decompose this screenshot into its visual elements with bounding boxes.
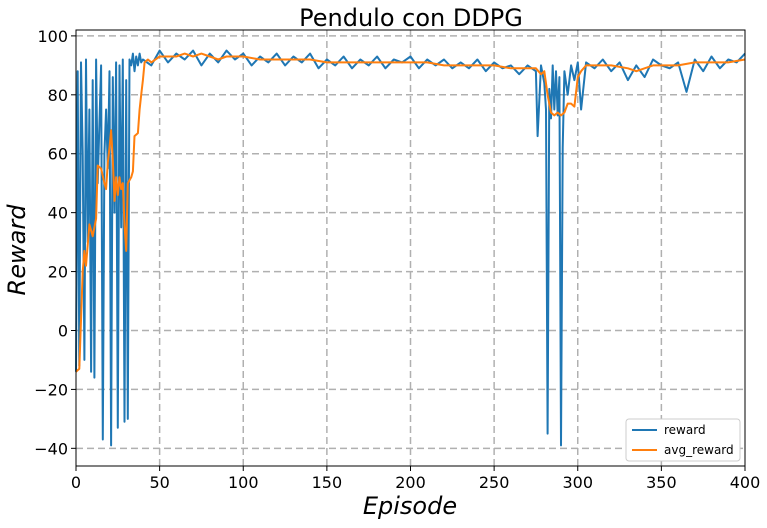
series-layer [75,49,746,447]
legend: reward avg_reward [625,418,741,462]
y-tick-label: 60 [48,145,68,164]
y-tick-label: 20 [48,263,68,282]
legend-label-reward: reward [664,423,706,437]
x-tick-label: 400 [730,473,761,492]
legend-label-avg-reward: avg_reward [664,443,734,457]
x-axis-ticks: 0 50 100 150 200 250 300 350 400 [71,466,760,492]
y-axis-label: Reward [3,204,31,296]
grid-lines [76,30,745,466]
x-tick-label: 300 [562,473,593,492]
x-tick-label: 200 [395,473,426,492]
y-tick-label: 100 [37,27,68,46]
y-tick-label: −40 [34,439,68,458]
y-tick-label: 80 [48,86,68,105]
series-line-avg-reward [75,52,746,373]
y-tick-label: 40 [48,204,68,223]
x-tick-label: 100 [228,473,259,492]
x-tick-label: 350 [646,473,677,492]
y-tick-label: −20 [34,380,68,399]
x-tick-label: 0 [71,473,81,492]
y-tick-label: 0 [58,321,68,340]
x-axis-label: Episode [363,492,457,520]
chart-title: Pendulo con DDPG [299,4,523,32]
x-tick-label: 250 [479,473,510,492]
x-tick-label: 150 [312,473,343,492]
series-line-reward [75,49,746,447]
y-axis-ticks: −40 −20 0 20 40 60 80 100 [34,27,76,458]
x-tick-label: 50 [149,473,169,492]
